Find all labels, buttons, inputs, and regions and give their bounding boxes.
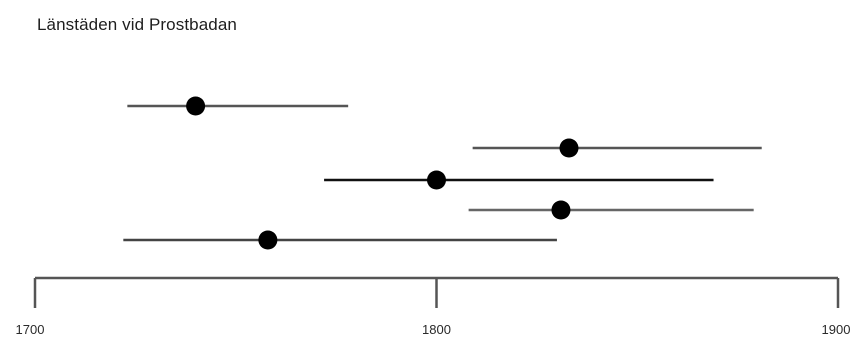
estimate-point-2	[559, 138, 579, 158]
x-tick-label-1900: 1900	[822, 322, 851, 337]
estimate-point-1	[186, 96, 206, 116]
estimate-point-3	[427, 170, 446, 190]
x-axis: 1700 1800 1900	[16, 276, 851, 337]
x-tick-label-1700: 1700	[16, 322, 45, 337]
chart-title: Länstäden vid Prostbadan	[37, 15, 237, 34]
x-tick-label-1800: 1800	[422, 322, 451, 337]
estimate-point-4	[551, 200, 571, 220]
intervals-group	[123, 96, 762, 250]
estimate-point-5	[258, 230, 278, 250]
